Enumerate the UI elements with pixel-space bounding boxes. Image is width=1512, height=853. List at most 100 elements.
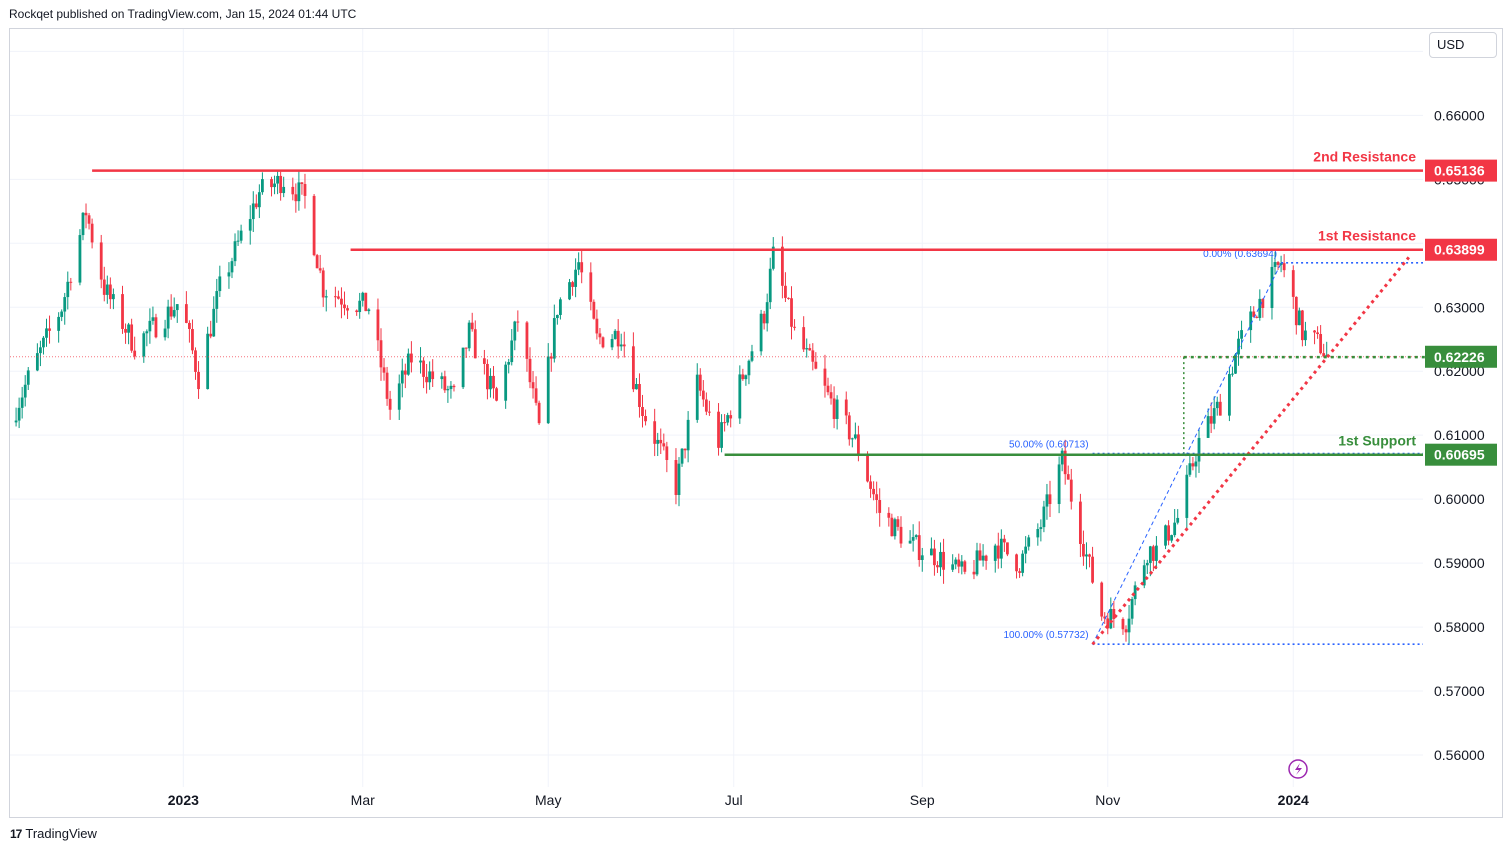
- candle-body: [598, 333, 602, 338]
- candle-body: [857, 434, 860, 456]
- candle-body: [403, 370, 407, 375]
- candle-body: [1173, 522, 1177, 536]
- candle-body: [1170, 535, 1174, 541]
- price-badge-text: 0.62226: [1434, 349, 1485, 365]
- candle-body: [218, 276, 222, 292]
- candle-body: [467, 322, 471, 349]
- candle-body: [552, 318, 556, 359]
- price-badge-text: 0.60695: [1434, 447, 1485, 463]
- candle-body: [993, 545, 997, 561]
- candle-body: [260, 179, 264, 193]
- candle-body: [251, 203, 255, 220]
- candle-body: [39, 347, 42, 354]
- candle-body: [1133, 585, 1137, 600]
- candle-body: [163, 328, 167, 338]
- candle-body: [42, 337, 45, 348]
- candle-body: [409, 353, 413, 363]
- candle-body: [525, 322, 529, 359]
- y-tick-label: 0.56000: [1434, 747, 1485, 763]
- candle-body: [470, 322, 474, 330]
- candle-body: [1082, 543, 1085, 557]
- candle-body: [1109, 608, 1113, 629]
- candle-body: [191, 329, 194, 351]
- candle-body: [1021, 553, 1025, 573]
- candle-body: [984, 555, 988, 561]
- candle-body: [1100, 582, 1104, 617]
- candle-body: [1121, 618, 1125, 630]
- candle-body: [99, 242, 103, 280]
- candle-body: [954, 559, 958, 565]
- candle-body: [513, 321, 517, 341]
- publish-info: Rockqet published on TradingView.com, Ja…: [9, 7, 357, 21]
- fib-level-label: 50.00% (0.60713): [1009, 440, 1089, 451]
- candle-body: [130, 324, 134, 351]
- candle-body: [69, 281, 73, 283]
- candle-body: [1252, 311, 1256, 317]
- lightning-icon[interactable]: [1288, 759, 1308, 779]
- y-tick-label: 0.59000: [1434, 555, 1485, 571]
- candle-body: [60, 311, 64, 317]
- candle-body: [708, 411, 711, 413]
- candle-body: [1024, 546, 1028, 554]
- candle-body: [66, 281, 70, 298]
- candle-body: [145, 331, 149, 334]
- y-tick-label: 0.61000: [1434, 427, 1485, 443]
- candle-body: [890, 517, 894, 537]
- candle-body: [853, 434, 857, 439]
- candle-body: [212, 308, 216, 337]
- candle-body: [893, 519, 897, 537]
- candle-body: [26, 370, 30, 385]
- candle-body: [215, 291, 219, 309]
- candle-body: [425, 376, 429, 383]
- currency-selector[interactable]: USD: [1429, 32, 1497, 58]
- candle-body: [899, 526, 903, 544]
- candle-body: [720, 422, 723, 448]
- candle-body: [920, 555, 924, 560]
- candle-body: [847, 415, 851, 440]
- candle-body: [1273, 262, 1277, 267]
- x-tick-label: May: [535, 792, 561, 808]
- candle-body: [406, 353, 410, 375]
- fib-level-label: 0.00% (0.63694): [1203, 249, 1277, 260]
- candle-body: [1036, 529, 1040, 538]
- candle-body: [704, 399, 708, 412]
- candle-body: [20, 397, 24, 408]
- candle-body: [1006, 542, 1009, 555]
- chart-frame[interactable]: [9, 28, 1503, 818]
- candle-body: [227, 272, 231, 277]
- candle-body: [23, 384, 27, 398]
- level-label: 2nd Resistance: [1313, 149, 1416, 165]
- candle-body: [790, 298, 793, 327]
- candle-body: [911, 537, 915, 541]
- candle-body: [823, 368, 827, 386]
- candle-body: [665, 446, 669, 460]
- candle-body: [1300, 310, 1304, 341]
- candle-body: [355, 310, 359, 313]
- candle-body: [495, 388, 498, 401]
- candle-body: [124, 328, 127, 333]
- candle-body: [768, 268, 772, 303]
- candle-body: [297, 182, 301, 202]
- candle-body: [154, 317, 158, 338]
- candle-body: [337, 296, 340, 299]
- candle-body: [683, 448, 687, 451]
- candle-body: [169, 306, 173, 317]
- tradingview-logo-icon[interactable]: 17: [10, 826, 22, 841]
- candle-body: [601, 337, 605, 348]
- candle-body: [787, 297, 790, 299]
- candle-body: [580, 262, 584, 273]
- candle-body: [1261, 298, 1265, 309]
- candle-body: [1297, 310, 1301, 326]
- candle-body: [793, 326, 796, 328]
- candle-body: [571, 282, 574, 287]
- candle-body: [175, 304, 179, 311]
- price-badge-text: 0.65136: [1434, 163, 1485, 179]
- candle-body: [1088, 554, 1091, 557]
- candle-body: [382, 367, 386, 373]
- candle-body: [784, 285, 787, 298]
- candle-body: [677, 463, 681, 495]
- candle-body: [996, 545, 1000, 559]
- candle-body: [1148, 546, 1152, 563]
- candle-body: [315, 255, 319, 269]
